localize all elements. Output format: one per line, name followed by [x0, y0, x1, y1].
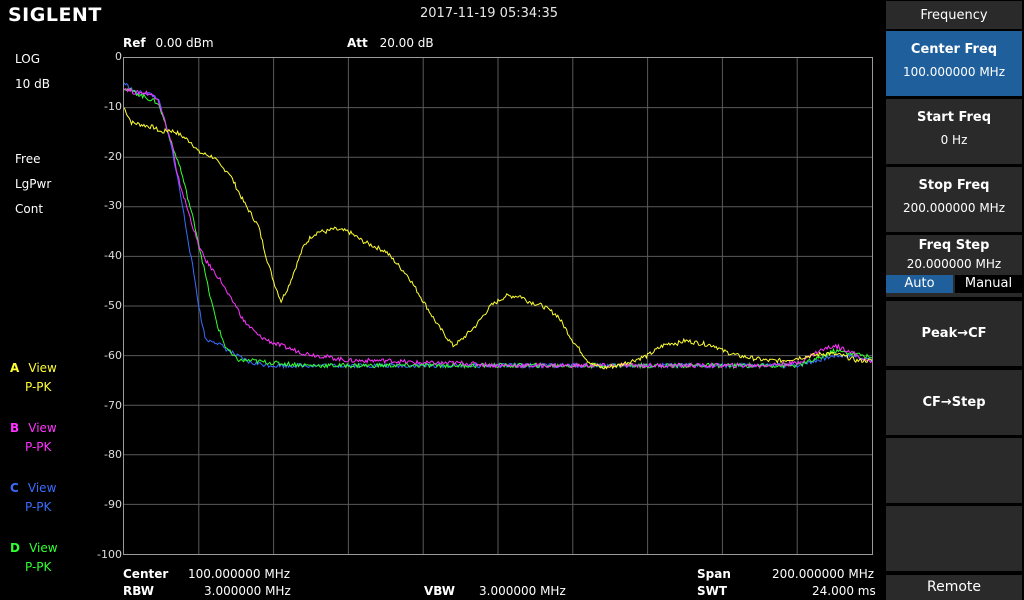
trigger-mode: Cont [15, 202, 44, 216]
stop-freq-key-value: 200.000000 MHz [902, 201, 1006, 215]
span-value: 200.000000 MHz [772, 567, 875, 581]
trace-c-indicator[interactable]: C View P-PK [10, 477, 56, 514]
freq-step-auto-toggle[interactable]: Auto [886, 275, 953, 293]
att-value: 20.00 dB [379, 36, 434, 50]
y-tick-label: -20 [104, 149, 122, 163]
scale-div: 10 dB [15, 77, 50, 91]
trace-d-line [124, 87, 873, 370]
vbw-label: VBW [424, 584, 456, 598]
center-freq-key[interactable]: Center Freq 100.000000 MHz [886, 31, 1022, 96]
trace-d-view: View [29, 541, 58, 555]
y-tick-label: -80 [104, 448, 122, 462]
trace-c-mode: P-PK [25, 500, 52, 514]
trace-a-mode: P-PK [25, 380, 52, 394]
spectrum-plot[interactable] [123, 57, 873, 555]
peak-to-cf-label: Peak→CF [921, 326, 987, 341]
attenuation: Att 20.00 dB [347, 36, 434, 50]
trace-b-view: View [28, 421, 57, 435]
start-freq-key-value: 0 Hz [940, 133, 968, 147]
cf-to-step-key[interactable]: CF→Step [886, 370, 1022, 435]
trace-d-letter: D [10, 541, 20, 555]
menu-title: Frequency [886, 1, 1022, 29]
trace-a-view: View [28, 361, 57, 375]
vbw-value: 3.000000 MHz [479, 584, 566, 598]
y-tick-label: -100 [97, 548, 122, 561]
ref-level: Ref 0.00 dBm [123, 36, 214, 50]
sweep-mode: Free [15, 152, 41, 166]
cf-to-step-label: CF→Step [922, 395, 986, 410]
y-tick-label: -70 [104, 398, 122, 412]
remote-indicator: Remote [886, 575, 1022, 600]
stop-freq-key[interactable]: Stop Freq 200.000000 MHz [886, 167, 1022, 232]
siglent-logo: SIGLENT [8, 4, 102, 26]
scale-type: LOG [15, 52, 41, 66]
center-freq-key-value: 100.000000 MHz [902, 65, 1006, 79]
start-freq-key-label: Start Freq [916, 110, 992, 125]
rbw-label: RBW [123, 584, 154, 598]
trace-d-mode: P-PK [25, 560, 52, 574]
center-value: 100.000000 MHz [188, 567, 291, 581]
freq-step-key-label: Freq Step [918, 238, 990, 253]
datetime: 2017-11-19 05:34:35 [420, 6, 559, 21]
y-tick-label: -60 [104, 348, 122, 362]
trace-a-indicator[interactable]: A View P-PK [10, 357, 57, 394]
trace-c-letter: C [10, 481, 19, 495]
y-tick-label: -10 [104, 99, 122, 113]
freq-step-key-value: 20.000000 MHz [906, 257, 1002, 271]
rbw-value: 3.000000 MHz [204, 584, 291, 598]
freq-step-manual-toggle[interactable]: Manual [955, 275, 1022, 293]
center-freq-key-label: Center Freq [910, 42, 998, 57]
start-freq-key[interactable]: Start Freq 0 Hz [886, 99, 1022, 164]
trace-c-view: View [27, 481, 57, 495]
ref-value: 0.00 dBm [155, 36, 214, 50]
empty-key-7[interactable] [886, 438, 1022, 503]
att-label: Att [347, 36, 368, 50]
y-tick-label: -90 [104, 498, 122, 512]
trace-a-letter: A [10, 361, 20, 375]
peak-to-cf-key[interactable]: Peak→CF [886, 301, 1022, 366]
y-tick-label: 0 [115, 50, 122, 63]
trace-d-indicator[interactable]: D View P-PK [10, 537, 58, 574]
ref-label: Ref [123, 36, 146, 50]
spectrum-svg [123, 58, 873, 554]
trace-b-indicator[interactable]: B View P-PK [10, 417, 57, 454]
freq-step-key[interactable]: Freq Step 20.000000 MHz Auto Manual [886, 235, 1022, 297]
stop-freq-key-label: Stop Freq [918, 178, 990, 193]
y-tick-label: -30 [104, 199, 122, 213]
softkey-panel: Frequency Center Freq 100.000000 MHz Sta… [884, 0, 1024, 600]
detector: LgPwr [15, 177, 52, 191]
trace-b-line [123, 87, 873, 369]
trace-a-line [123, 107, 873, 370]
y-tick-label: -40 [104, 249, 122, 263]
trace-b-mode: P-PK [25, 440, 52, 454]
trace-b-letter: B [10, 421, 20, 435]
center-label: Center [123, 567, 169, 581]
swt-value: 24.000 ms [812, 584, 876, 598]
y-tick-label: -50 [104, 299, 122, 312]
empty-key-8[interactable] [886, 506, 1022, 571]
span-label: Span [697, 567, 731, 581]
swt-label: SWT [697, 584, 728, 598]
